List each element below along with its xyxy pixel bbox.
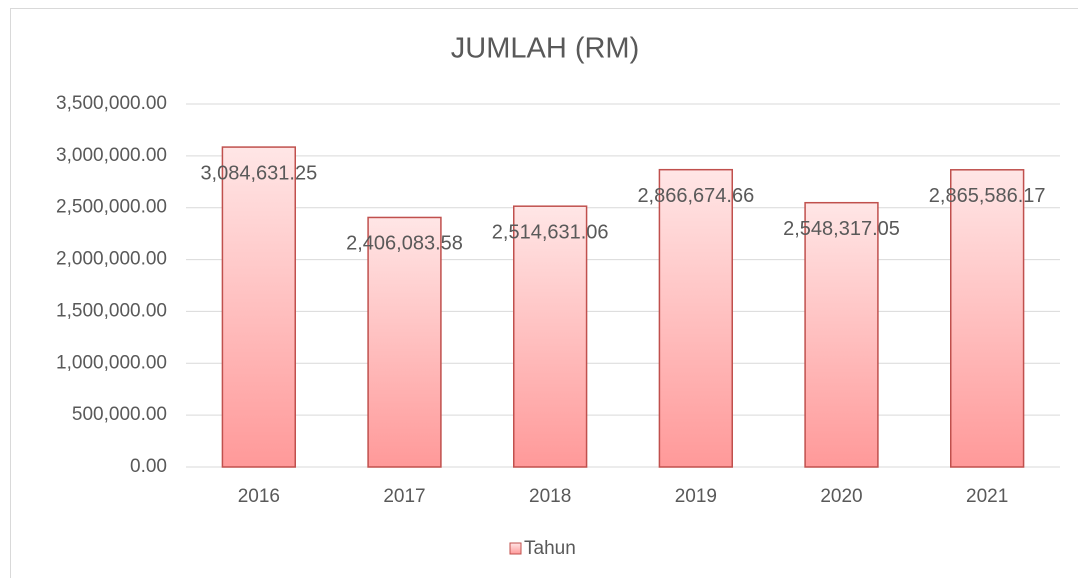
legend-swatch — [509, 542, 522, 555]
data-label: 3,084,631.25 — [200, 162, 317, 184]
bar — [804, 201, 879, 468]
y-tick-label: 1,000,000.00 — [56, 352, 167, 373]
x-tick-label: 2021 — [966, 486, 1008, 507]
data-label: 2,866,674.66 — [637, 185, 754, 207]
bar — [221, 146, 297, 468]
bar — [513, 205, 588, 468]
legend-label: Tahun — [524, 538, 576, 559]
x-tick-label: 2016 — [238, 486, 280, 507]
x-tick-label: 2020 — [820, 486, 862, 507]
y-tick-label: 3,000,000.00 — [56, 145, 167, 166]
bar — [950, 169, 1025, 468]
y-tick-label: 2,500,000.00 — [56, 197, 167, 218]
data-label: 2,865,586.17 — [929, 185, 1046, 207]
bar — [367, 216, 442, 468]
x-tick-label: 2017 — [383, 486, 425, 507]
y-tick-label: 3,500,000.00 — [56, 93, 167, 114]
data-label: 2,548,317.05 — [783, 218, 900, 240]
y-tick-label: 2,000,000.00 — [56, 249, 167, 270]
data-label: 2,406,083.58 — [346, 233, 463, 255]
bar — [658, 168, 734, 468]
y-tick-label: 500,000.00 — [72, 404, 167, 425]
y-tick-label: 0.00 — [130, 456, 167, 477]
y-tick-label: 1,500,000.00 — [56, 300, 167, 321]
x-tick-label: 2019 — [675, 486, 717, 507]
data-label: 2,514,631.06 — [492, 221, 609, 243]
x-tick-label: 2018 — [529, 486, 571, 507]
chart-title: JUMLAH (RM) — [451, 33, 640, 65]
